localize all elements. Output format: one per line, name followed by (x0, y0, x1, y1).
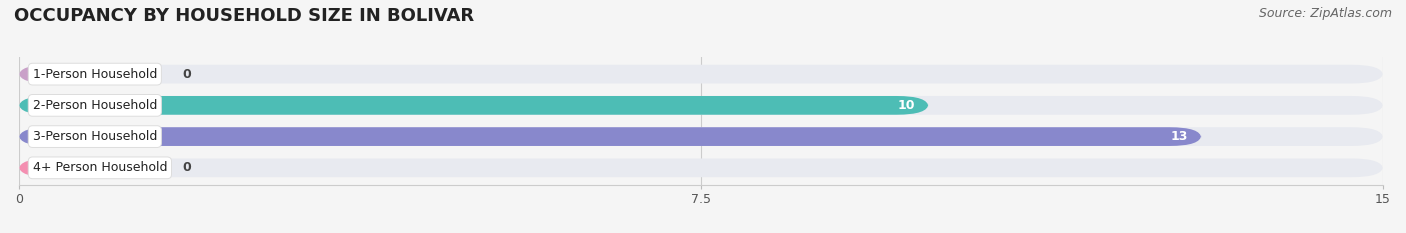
FancyBboxPatch shape (20, 127, 1384, 146)
FancyBboxPatch shape (20, 96, 928, 115)
Text: OCCUPANCY BY HOUSEHOLD SIZE IN BOLIVAR: OCCUPANCY BY HOUSEHOLD SIZE IN BOLIVAR (14, 7, 474, 25)
Text: 1-Person Household: 1-Person Household (32, 68, 157, 81)
Text: Source: ZipAtlas.com: Source: ZipAtlas.com (1258, 7, 1392, 20)
FancyBboxPatch shape (20, 96, 1384, 115)
Text: 2-Person Household: 2-Person Household (32, 99, 157, 112)
FancyBboxPatch shape (20, 65, 1384, 83)
Text: 13: 13 (1170, 130, 1188, 143)
Text: 0: 0 (183, 68, 191, 81)
Text: 0: 0 (183, 161, 191, 174)
FancyBboxPatch shape (20, 158, 156, 177)
Text: 10: 10 (897, 99, 915, 112)
Text: 4+ Person Household: 4+ Person Household (32, 161, 167, 174)
FancyBboxPatch shape (20, 127, 1201, 146)
Text: 3-Person Household: 3-Person Household (32, 130, 157, 143)
FancyBboxPatch shape (20, 65, 156, 83)
FancyBboxPatch shape (20, 158, 1384, 177)
